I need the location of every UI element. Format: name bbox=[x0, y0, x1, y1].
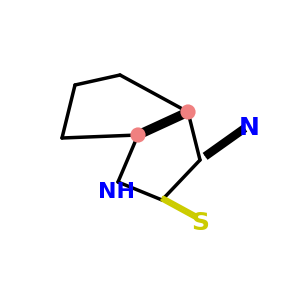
Text: N: N bbox=[238, 116, 260, 140]
Text: S: S bbox=[191, 211, 209, 235]
Point bbox=[186, 110, 190, 114]
Text: NH: NH bbox=[98, 182, 134, 202]
Point bbox=[136, 133, 140, 137]
